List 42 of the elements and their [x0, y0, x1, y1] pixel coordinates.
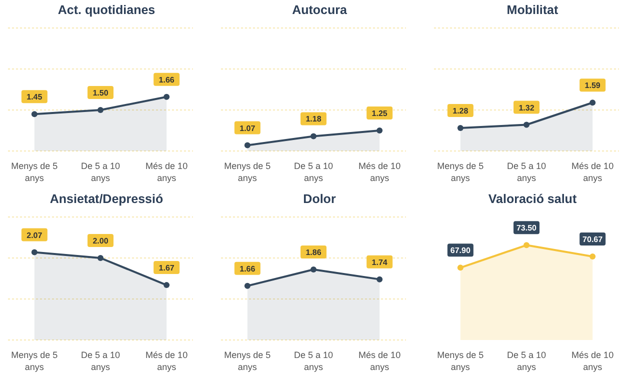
data-label: 1.59 — [584, 81, 601, 90]
data-label: 70.67 — [582, 235, 604, 244]
chart-title: Ansietat/Depressió — [48, 192, 164, 206]
data-label: 1.25 — [372, 109, 388, 118]
data-label: 1.66 — [158, 75, 175, 84]
x-tick-label: Més de 10 anys — [358, 350, 401, 372]
x-tick-label: Menys de 5 anys — [224, 161, 271, 183]
x-tick-label: De 5 a 10 anys — [506, 350, 546, 372]
x-tick-label: Més de 10 anys — [572, 350, 614, 372]
data-label: 1.18 — [306, 114, 322, 124]
data-label: 2.07 — [26, 230, 43, 240]
x-tick-label: De 5 a 10 anys — [294, 350, 334, 372]
data-label: 1.45 — [26, 92, 43, 102]
x-tick-label: Més de 10 anys — [358, 161, 401, 183]
chart-title: Dolor — [302, 192, 337, 206]
chart-title: Mobilitat — [506, 3, 560, 17]
x-tick-label: De 5 a 10 anys — [294, 161, 334, 183]
x-tick-label: Menys de 5 anys — [11, 350, 58, 372]
data-label: 1.66 — [240, 264, 256, 274]
data-label: 1.86 — [306, 248, 322, 257]
chart-title: Valoració salut — [487, 192, 578, 206]
x-tick-label: Més de 10 anys — [572, 161, 614, 183]
data-label: 1.67 — [158, 264, 175, 273]
data-label: 1.50 — [92, 88, 109, 98]
x-tick-label: De 5 a 10 anys — [506, 161, 546, 183]
x-tick-label: Més de 10 anys — [146, 350, 188, 372]
data-label: 1.32 — [518, 103, 535, 112]
data-label: 1.28 — [452, 106, 469, 116]
data-label: 2.00 — [92, 236, 109, 246]
x-tick-label: De 5 a 10 anys — [80, 350, 120, 372]
data-label: 1.74 — [372, 258, 388, 267]
chart-title: Autocura — [291, 3, 348, 17]
data-label: 1.07 — [240, 124, 256, 133]
x-tick-label: De 5 a 10 anys — [80, 161, 120, 183]
chart-title: Act. quotidianes — [56, 3, 156, 17]
x-tick-label: Més de 10 anys — [146, 161, 188, 183]
x-tick-label: Menys de 5 anys — [11, 161, 58, 183]
x-tick-label: Menys de 5 anys — [437, 350, 484, 372]
x-tick-label: Menys de 5 anys — [224, 350, 271, 372]
x-tick-label: Menys de 5 anys — [437, 161, 484, 183]
data-label: 73.50 — [516, 224, 538, 233]
data-label: 67.90 — [450, 246, 471, 256]
